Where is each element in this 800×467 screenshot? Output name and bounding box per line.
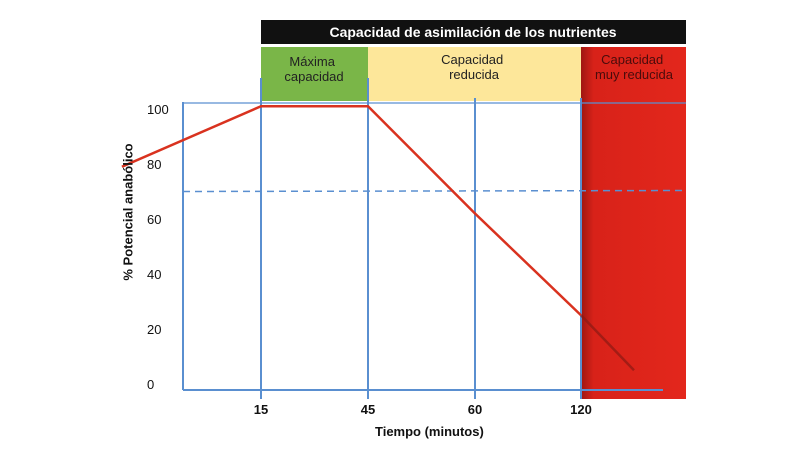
zone-reduced-bg (368, 47, 581, 101)
zone-max-label: Máxima capacidad (284, 54, 343, 84)
zone-reduced-label-line2: reducida (449, 67, 500, 82)
y-tick-label: 100 (147, 102, 169, 117)
series-group (121, 105, 635, 372)
zone-very-reduced-label-line2: muy reducida (595, 67, 674, 82)
x-axis-label: Tiempo (minutos) (375, 424, 484, 439)
zone-reduced-label: Capacidad reducida (441, 52, 507, 82)
x-tick-label: 45 (361, 402, 375, 417)
y-axis-label-wrap: % Potencial anabólico (116, 112, 140, 312)
x-tick-labels: 15 45 60 120 (254, 402, 592, 417)
y-tick-label: 80 (147, 157, 161, 172)
zone-max-label-line1: Máxima (289, 54, 335, 69)
zone-max-label-line2: capacidad (284, 69, 343, 84)
x-tick-label: 120 (570, 402, 592, 417)
y-tick-label: 60 (147, 212, 161, 227)
x-tick-label: 15 (254, 402, 268, 417)
x-tick-label: 60 (468, 402, 482, 417)
series-line-tail (580, 314, 635, 372)
zone-very-reduced-bg (581, 47, 686, 399)
y-tick-label: 0 (147, 377, 154, 392)
zone-backgrounds (261, 47, 686, 399)
plot-frame (182, 102, 686, 391)
zone-max-bg (261, 47, 368, 101)
title-bar (261, 20, 686, 44)
zone-very-reduced-label: Capacidad muy reducida (595, 52, 674, 82)
chart-title: Capacidad de asimilación de los nutrient… (329, 24, 616, 40)
series-line (121, 105, 582, 317)
y-tick-labels: 0 20 40 60 80 100 (147, 102, 169, 392)
zone-very-reduced-label-line1: Capacidad (601, 52, 663, 67)
y-tick-label: 20 (147, 322, 161, 337)
zone-reduced-label-line1: Capacidad (441, 52, 503, 67)
zone-dividers (260, 78, 582, 399)
y-axis-label: % Potencial anabólico (120, 143, 136, 281)
y-tick-label: 40 (147, 267, 161, 282)
